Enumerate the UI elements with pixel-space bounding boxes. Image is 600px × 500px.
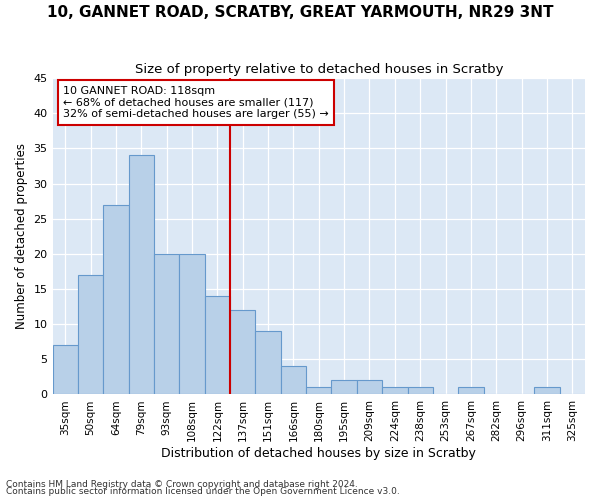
Text: Contains public sector information licensed under the Open Government Licence v3: Contains public sector information licen… [6, 488, 400, 496]
Text: 10 GANNET ROAD: 118sqm
← 68% of detached houses are smaller (117)
32% of semi-de: 10 GANNET ROAD: 118sqm ← 68% of detached… [63, 86, 329, 119]
Bar [256, 331, 281, 394]
Bar [331, 380, 357, 394]
Bar [230, 310, 256, 394]
Bar [53, 345, 78, 395]
Bar [179, 254, 205, 394]
X-axis label: Distribution of detached houses by size in Scratby: Distribution of detached houses by size … [161, 447, 476, 460]
Bar [154, 254, 179, 394]
Bar [458, 388, 484, 394]
Title: Size of property relative to detached houses in Scratby: Size of property relative to detached ho… [134, 62, 503, 76]
Bar [534, 388, 560, 394]
Text: 10, GANNET ROAD, SCRATBY, GREAT YARMOUTH, NR29 3NT: 10, GANNET ROAD, SCRATBY, GREAT YARMOUTH… [47, 5, 553, 20]
Bar [205, 296, 230, 394]
Bar [281, 366, 306, 394]
Bar [78, 275, 103, 394]
Bar [407, 388, 433, 394]
Bar [128, 156, 154, 394]
Text: Contains HM Land Registry data © Crown copyright and database right 2024.: Contains HM Land Registry data © Crown c… [6, 480, 358, 489]
Bar [306, 388, 331, 394]
Bar [103, 204, 128, 394]
Bar [382, 388, 407, 394]
Bar [357, 380, 382, 394]
Y-axis label: Number of detached properties: Number of detached properties [15, 144, 28, 330]
